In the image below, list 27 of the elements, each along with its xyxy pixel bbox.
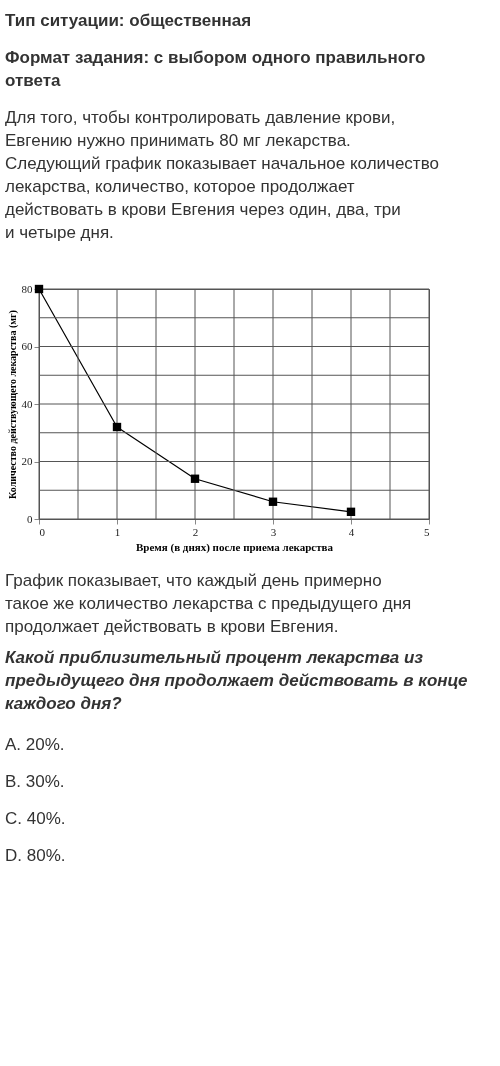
text: A. 20%. (5, 735, 65, 754)
text: Какой приблизительный процент лекарства из предыдущего дня продолжает действовать в конце каждого дня? (5, 648, 468, 713)
text: Для того, чтобы контролировать давление крови, Евгению нужно принимать 80 мг лекарства. Следующий график показывает начальное количество лекарства, количество, которое продолжает действовать в крови Евгения через один, два, три и четыре дня. (5, 108, 439, 242)
text: C. 40%. (5, 809, 66, 828)
point (112, 422, 122, 432)
x-axis-title: Время (в днях) после приема лекарства (135, 540, 334, 554)
chart-title: Тип ситуации: общественная (5, 11, 252, 30)
x-tick-label: 0 (39, 525, 46, 538)
x-tick-label: 5 (424, 525, 430, 538)
y-axis-title: Количество действующего лекарства (мг) (6, 310, 19, 499)
text: D. 80%. (5, 846, 66, 865)
y-tick-label: 80 (21, 282, 33, 295)
point (346, 507, 356, 516)
x-tick-label: 4 (348, 525, 355, 538)
x-tick-label: 2 (192, 525, 199, 538)
text: График показывает, что каждый день примерно такое же количество лекарства с предыдущего дня продолжает действовать в крови Евгения. (5, 571, 412, 636)
text: B. 30%. (5, 772, 65, 791)
y-tick-label: 0 (27, 512, 33, 525)
point (268, 497, 278, 506)
point (190, 474, 200, 483)
point (34, 284, 44, 294)
y-tick-label: 60 (21, 340, 33, 352)
x-tick-label: 3 (270, 525, 277, 538)
chart-subtitle: Формат задания: с выбором одного правильного ответа (5, 48, 426, 90)
y-tick-label: 20 (21, 455, 33, 467)
x-tick-label: 1 (114, 525, 121, 538)
y-tick-label: 40 (21, 397, 33, 410)
